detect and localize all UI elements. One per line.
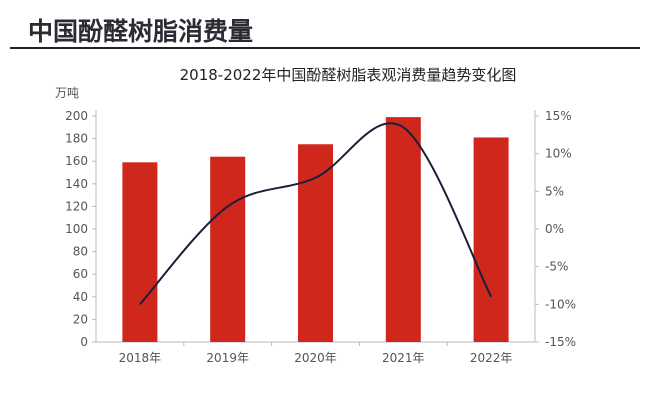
header-divider bbox=[10, 47, 640, 49]
y2-tick-label: -10% bbox=[545, 297, 576, 311]
y2-tick-label: 0% bbox=[545, 222, 564, 236]
x-tick-label: 2020年 bbox=[294, 351, 337, 365]
x-tick-label: 2018年 bbox=[119, 351, 162, 365]
y-tick-label: 40 bbox=[73, 290, 88, 304]
x-tick-label: 2021年 bbox=[382, 351, 425, 365]
y-tick-label: 120 bbox=[65, 199, 88, 213]
x-tick-label: 2022年 bbox=[470, 351, 513, 365]
y-tick-label: 80 bbox=[73, 245, 88, 259]
y2-tick-label: 10% bbox=[545, 147, 572, 161]
y-tick-label: 20 bbox=[73, 312, 88, 326]
bar bbox=[473, 137, 509, 342]
bar bbox=[210, 156, 246, 342]
y-axis-label: 万吨 bbox=[55, 86, 79, 100]
y2-tick-label: -15% bbox=[545, 335, 576, 349]
y-tick-label: 140 bbox=[65, 177, 88, 191]
y-tick-label: 160 bbox=[65, 154, 88, 168]
bar bbox=[298, 144, 333, 342]
y2-tick-label: -5% bbox=[545, 260, 568, 274]
y-tick-label: 200 bbox=[65, 109, 88, 123]
bar bbox=[385, 117, 421, 342]
y-tick-label: 100 bbox=[65, 222, 88, 236]
y2-tick-label: 5% bbox=[545, 184, 564, 198]
y-tick-label: 60 bbox=[73, 267, 88, 281]
growth-line bbox=[139, 122, 492, 306]
x-tick-label: 2019年 bbox=[206, 351, 249, 365]
y2-tick-label: 15% bbox=[545, 109, 572, 123]
bar bbox=[122, 162, 158, 342]
y-tick-label: 180 bbox=[65, 132, 88, 146]
y-tick-label: 0 bbox=[80, 335, 88, 349]
chart-title: 2018-2022年中国酚醛树脂表观消费量趋势变化图 bbox=[180, 66, 517, 84]
page-title: 中国酚醛树脂消费量 bbox=[28, 17, 254, 46]
